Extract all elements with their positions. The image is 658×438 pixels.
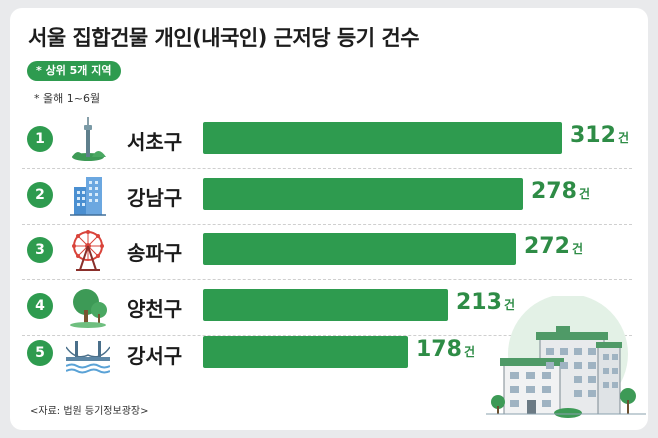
bar xyxy=(203,289,448,321)
source-note: <자료: 법원 등기정보광장> xyxy=(30,406,149,417)
data-label-unit: 건 xyxy=(503,298,515,312)
bar-row: 1 서초구 312 건 xyxy=(0,112,658,170)
bridge-icon xyxy=(65,331,111,375)
office-building-icon xyxy=(66,173,110,217)
data-label-value: 312 xyxy=(570,123,616,148)
bar xyxy=(203,122,562,154)
row-divider xyxy=(22,168,632,169)
data-label-value: 272 xyxy=(524,234,570,259)
data-label-unit: 건 xyxy=(571,242,583,256)
bar-row: 3 송파구 272 건 xyxy=(0,223,658,281)
chart-title: 서울 집합건물 개인(내국인) 근저당 등기 건수 xyxy=(28,26,420,50)
data-label: 278 건 xyxy=(531,179,590,204)
row-divider xyxy=(22,279,632,280)
data-label: 272 건 xyxy=(524,234,583,259)
rank-badge: 3 xyxy=(27,237,53,263)
data-label: 213 건 xyxy=(456,290,515,315)
bar-row: 4 양천구 213 건 xyxy=(0,279,658,337)
tower-icon xyxy=(66,117,110,161)
data-label-unit: 건 xyxy=(463,345,475,359)
district-label: 양천구 xyxy=(127,297,183,321)
bar-row: 2 강남구 278 건 xyxy=(0,168,658,226)
data-label: 178 건 xyxy=(416,337,475,362)
bar xyxy=(203,336,408,368)
top5-badge: * 상위 5개 지역 xyxy=(27,61,121,81)
period-note: * 올해 1~6월 xyxy=(34,92,101,105)
bar xyxy=(203,178,523,210)
data-label-value: 178 xyxy=(416,337,462,362)
row-divider xyxy=(22,224,632,225)
apartment-buildings-icon xyxy=(486,296,646,418)
rank-badge: 4 xyxy=(27,293,53,319)
data-label-unit: 건 xyxy=(578,187,590,201)
district-label: 강남구 xyxy=(127,186,183,210)
rank-badge: 2 xyxy=(27,182,53,208)
rank-badge: 1 xyxy=(27,126,53,152)
data-label-unit: 건 xyxy=(617,131,629,145)
bar xyxy=(203,233,516,265)
tree-icon xyxy=(66,284,110,328)
data-label: 312 건 xyxy=(570,123,629,148)
district-label: 강서구 xyxy=(127,344,183,368)
ferris-wheel-icon xyxy=(66,228,110,272)
bar-row: 5 강서구 178 건 xyxy=(0,326,658,384)
data-label-value: 213 xyxy=(456,290,502,315)
rank-badge: 5 xyxy=(27,340,53,366)
data-label-value: 278 xyxy=(531,179,577,204)
district-label: 서초구 xyxy=(127,130,183,154)
row-divider xyxy=(22,335,632,336)
district-label: 송파구 xyxy=(127,241,183,265)
